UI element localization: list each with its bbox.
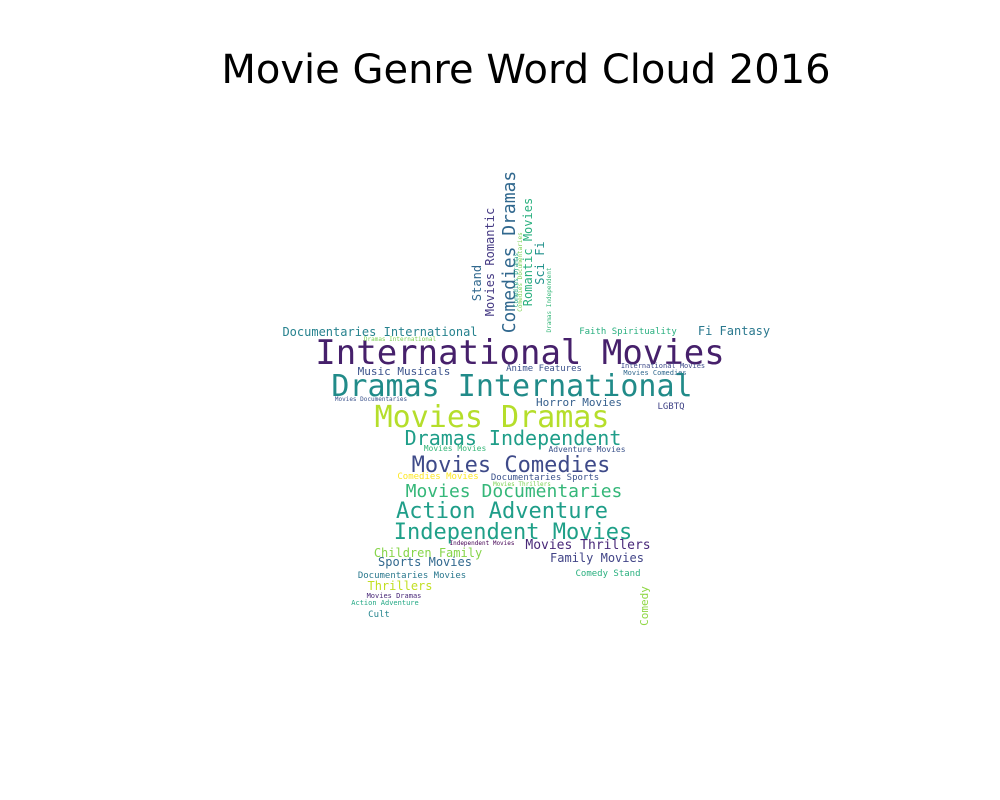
cloud-word-29: Comedy: [638, 586, 651, 626]
cloud-word-22: Movies Thrillers: [525, 538, 650, 553]
cloud-word-13: LGBTQ: [657, 402, 684, 412]
cloud-word-9: Documentaries International: [282, 325, 477, 339]
cloud-word-28: Comedy Stand: [575, 569, 640, 579]
cloud-word-41: Dramas Independent: [546, 267, 553, 332]
cloud-word-39: Independent Movies: [449, 540, 514, 547]
cloud-word-2: Movies Dramas: [375, 400, 610, 435]
cloud-word-7: Independent Movies: [394, 520, 632, 545]
cloud-word-10: Music Musicals: [358, 365, 451, 378]
cloud-word-33: Movies Documentaries: [335, 396, 408, 403]
cloud-word-15: Faith Spirituality: [579, 327, 677, 337]
cloud-word-1: Dramas International: [331, 369, 692, 404]
cloud-word-16: Movies Romantic: [483, 208, 497, 316]
cloud-word-40: Movies Thrillers: [493, 481, 551, 488]
cloud-word-4: Movies Comedies: [412, 453, 611, 478]
cloud-word-24: Sports Movies: [378, 555, 472, 569]
cloud-word-3: Dramas Independent: [405, 426, 622, 450]
cloud-word-35: Movies Comedies: [623, 369, 686, 377]
cloud-word-30: Movies Dramas: [367, 592, 422, 600]
cloud-word-32: Cult: [368, 610, 390, 620]
cloud-word-23: Children Family: [374, 546, 482, 560]
cloud-word-37: Movies Movies: [424, 444, 487, 453]
cloud-word-38: Adventure Movies: [548, 445, 625, 454]
cloud-word-26: Thrillers: [367, 579, 432, 593]
cloud-word-43: Comedies Dramas: [513, 253, 520, 308]
cloud-word-31: Action Adventure: [351, 599, 418, 607]
cloud-word-21: Documentaries Sports: [491, 473, 599, 483]
cloud-word-18: Romantic Movies: [521, 198, 535, 306]
chart-title: Movie Genre Word Cloud 2016: [221, 47, 831, 93]
cloud-word-36: Dramas International: [364, 336, 437, 343]
cloud-word-0: International Movies: [315, 333, 724, 373]
cloud-word-27: Documentaries Movies: [358, 571, 466, 581]
cloud-word-6: Action Adventure: [396, 499, 608, 524]
cloud-word-42: Comedies Documentaries: [517, 232, 524, 312]
cloud-word-19: Sci Fi: [533, 241, 547, 284]
cloud-word-5: Movies Documentaries: [406, 481, 623, 502]
cloud-word-20: Comedies Movies: [397, 472, 478, 482]
cloud-word-8: Comedies Dramas: [499, 171, 520, 334]
cloud-word-14: Fi Fantasy: [698, 324, 770, 338]
cloud-word-34: International Movies: [621, 362, 705, 370]
cloud-word-17: Stand: [470, 265, 484, 301]
cloud-word-12: Horror Movies: [536, 396, 622, 409]
cloud-word-25: Family Movies: [550, 551, 644, 565]
cloud-word-11: Anime Features: [506, 364, 582, 374]
